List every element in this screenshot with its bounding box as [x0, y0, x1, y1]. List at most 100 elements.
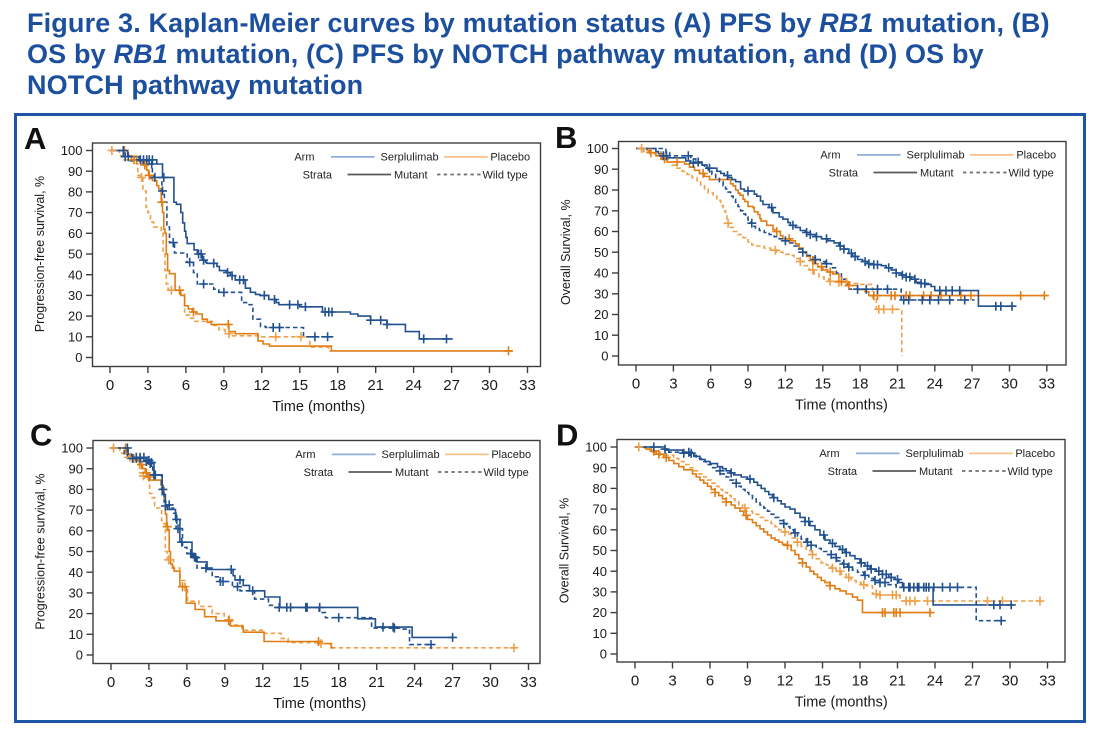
- svg-text:A: A: [24, 121, 46, 156]
- svg-text:Serplulimab: Serplulimab: [906, 448, 964, 460]
- svg-text:0: 0: [600, 647, 607, 662]
- svg-text:9: 9: [743, 673, 751, 690]
- svg-text:24: 24: [405, 377, 422, 394]
- svg-text:6: 6: [706, 673, 714, 690]
- svg-text:Wild type: Wild type: [1008, 466, 1053, 478]
- svg-text:B: B: [555, 120, 577, 155]
- svg-text:30: 30: [1002, 673, 1019, 690]
- svg-text:Mutant: Mutant: [920, 168, 954, 180]
- svg-text:0: 0: [76, 648, 83, 663]
- svg-text:30: 30: [1001, 376, 1018, 393]
- svg-text:6: 6: [182, 377, 190, 394]
- svg-text:27: 27: [443, 377, 460, 394]
- svg-text:30: 30: [593, 585, 607, 600]
- svg-text:0: 0: [601, 349, 608, 364]
- svg-text:12: 12: [777, 673, 794, 690]
- svg-text:21: 21: [367, 377, 384, 394]
- svg-text:27: 27: [964, 376, 981, 393]
- svg-text:Serplulimab: Serplulimab: [907, 150, 965, 162]
- svg-text:70: 70: [594, 203, 608, 218]
- svg-text:24: 24: [927, 673, 944, 690]
- svg-text:100: 100: [585, 440, 607, 455]
- svg-text:21: 21: [889, 673, 906, 690]
- svg-text:60: 60: [68, 226, 82, 241]
- svg-text:0: 0: [632, 376, 640, 393]
- svg-text:Strata: Strata: [829, 168, 859, 180]
- svg-text:Time (months): Time (months): [795, 398, 888, 414]
- svg-text:33: 33: [1038, 376, 1055, 393]
- svg-text:33: 33: [1039, 673, 1056, 690]
- svg-text:12: 12: [253, 377, 270, 394]
- svg-text:6: 6: [183, 674, 191, 691]
- svg-text:70: 70: [69, 503, 83, 518]
- svg-text:33: 33: [520, 674, 537, 691]
- svg-text:Overall Survival, %: Overall Survival, %: [558, 498, 572, 604]
- svg-text:30: 30: [481, 377, 498, 394]
- svg-text:40: 40: [69, 565, 83, 580]
- svg-text:50: 50: [69, 544, 83, 559]
- svg-text:50: 50: [68, 247, 82, 262]
- svg-text:Wild type: Wild type: [1009, 168, 1054, 180]
- svg-text:0: 0: [75, 350, 82, 365]
- svg-text:50: 50: [594, 245, 608, 260]
- svg-text:Overall Survival, %: Overall Survival, %: [559, 199, 573, 305]
- svg-text:Mutant: Mutant: [919, 466, 953, 478]
- svg-text:3: 3: [668, 673, 676, 690]
- svg-text:18: 18: [329, 377, 346, 394]
- svg-text:Time (months): Time (months): [795, 695, 888, 711]
- svg-text:Arm: Arm: [820, 150, 840, 162]
- svg-text:Mutant: Mutant: [394, 170, 428, 182]
- svg-text:Strata: Strata: [828, 466, 858, 478]
- svg-text:12: 12: [777, 376, 794, 393]
- svg-text:3: 3: [144, 377, 152, 394]
- svg-text:9: 9: [744, 376, 752, 393]
- svg-text:33: 33: [519, 377, 536, 394]
- svg-text:Arm: Arm: [819, 448, 839, 460]
- svg-text:20: 20: [594, 307, 608, 322]
- svg-text:30: 30: [482, 674, 499, 691]
- svg-text:3: 3: [669, 376, 677, 393]
- svg-text:24: 24: [406, 674, 423, 691]
- svg-text:3: 3: [145, 674, 153, 691]
- svg-text:Strata: Strata: [304, 467, 334, 479]
- svg-text:60: 60: [593, 522, 607, 537]
- svg-text:18: 18: [330, 674, 347, 691]
- svg-text:80: 80: [69, 482, 83, 497]
- svg-text:Strata: Strata: [303, 170, 333, 182]
- svg-text:10: 10: [69, 627, 83, 642]
- svg-text:18: 18: [852, 376, 869, 393]
- svg-text:20: 20: [593, 605, 607, 620]
- svg-text:100: 100: [587, 141, 609, 156]
- svg-text:0: 0: [107, 674, 115, 691]
- svg-text:50: 50: [593, 543, 607, 558]
- svg-text:Placebo: Placebo: [1015, 448, 1055, 460]
- svg-text:70: 70: [68, 205, 82, 220]
- svg-text:12: 12: [254, 674, 271, 691]
- svg-text:90: 90: [68, 164, 82, 179]
- svg-text:80: 80: [593, 481, 607, 496]
- svg-text:90: 90: [593, 460, 607, 475]
- svg-text:90: 90: [594, 162, 608, 177]
- svg-text:27: 27: [444, 674, 461, 691]
- svg-text:30: 30: [69, 586, 83, 601]
- svg-text:21: 21: [368, 674, 385, 691]
- svg-text:Progression-free survival, %: Progression-free survival, %: [33, 176, 47, 332]
- svg-text:30: 30: [594, 286, 608, 301]
- svg-text:Time (months): Time (months): [273, 696, 366, 712]
- svg-text:40: 40: [593, 564, 607, 579]
- svg-text:15: 15: [291, 377, 308, 394]
- svg-text:6: 6: [707, 376, 715, 393]
- svg-text:9: 9: [221, 674, 229, 691]
- svg-text:9: 9: [220, 377, 228, 394]
- svg-text:C: C: [30, 418, 52, 453]
- svg-text:Placebo: Placebo: [490, 152, 530, 164]
- svg-text:90: 90: [69, 461, 83, 476]
- svg-text:100: 100: [61, 143, 83, 158]
- svg-text:10: 10: [593, 626, 607, 641]
- svg-text:Arm: Arm: [295, 449, 315, 461]
- svg-text:20: 20: [68, 309, 82, 324]
- svg-text:24: 24: [926, 376, 943, 393]
- svg-text:0: 0: [631, 673, 639, 690]
- svg-text:Placebo: Placebo: [491, 449, 531, 461]
- svg-text:30: 30: [68, 288, 82, 303]
